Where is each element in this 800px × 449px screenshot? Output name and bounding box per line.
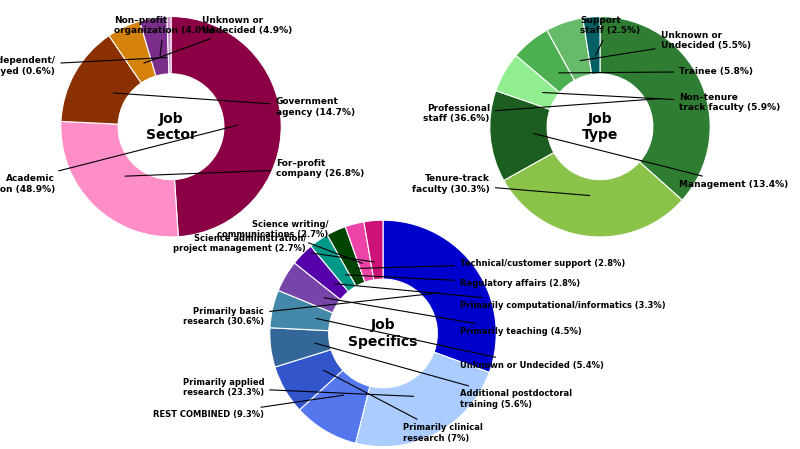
Text: Science administration/
project management (2.7%): Science administration/ project manageme…: [174, 233, 374, 262]
Wedge shape: [139, 17, 169, 76]
Wedge shape: [294, 246, 348, 299]
Text: REST COMBINED (9.3%): REST COMBINED (9.3%): [153, 395, 344, 419]
Text: For–profit
company (26.8%): For–profit company (26.8%): [125, 159, 364, 178]
Wedge shape: [496, 55, 560, 110]
Wedge shape: [582, 17, 600, 75]
Text: Regulatory affairs (2.8%): Regulatory affairs (2.8%): [346, 275, 580, 288]
Wedge shape: [346, 222, 374, 282]
Text: Science writing/
communications (2.7%): Science writing/ communications (2.7%): [218, 220, 362, 264]
Wedge shape: [171, 17, 282, 237]
Text: Job
Type: Job Type: [582, 112, 618, 142]
Text: Primarily clinical
research (7%): Primarily clinical research (7%): [324, 370, 483, 443]
Wedge shape: [275, 350, 343, 410]
Text: Primarily applied
research (23.3%): Primarily applied research (23.3%): [182, 378, 414, 397]
Text: Tenure-track
faculty (30.3%): Tenure-track faculty (30.3%): [412, 174, 590, 195]
Wedge shape: [109, 21, 156, 83]
Text: Academic
institution (48.9%): Academic institution (48.9%): [0, 125, 238, 194]
Wedge shape: [600, 17, 710, 200]
Text: Support
staff (2.5%): Support staff (2.5%): [580, 16, 640, 55]
Wedge shape: [270, 328, 331, 367]
Text: Additional postdoctoral
training (5.6%): Additional postdoctoral training (5.6%): [315, 343, 572, 409]
Wedge shape: [278, 263, 341, 313]
Wedge shape: [270, 291, 333, 331]
Text: Job
Sector: Job Sector: [146, 112, 197, 142]
Wedge shape: [61, 121, 178, 237]
Wedge shape: [299, 370, 370, 443]
Wedge shape: [504, 153, 682, 237]
Text: Unknown or
Undecided (4.9%): Unknown or Undecided (4.9%): [144, 16, 292, 63]
Wedge shape: [355, 352, 490, 447]
Text: Job
Specifics: Job Specifics: [348, 318, 418, 348]
Text: Unknown or
Undecided (5.5%): Unknown or Undecided (5.5%): [580, 31, 750, 61]
Text: Primarily teaching (4.5%): Primarily teaching (4.5%): [324, 298, 582, 336]
Text: Management (13.4%): Management (13.4%): [534, 133, 789, 189]
Text: Non–tenure
track faculty (5.9%): Non–tenure track faculty (5.9%): [542, 92, 781, 112]
Wedge shape: [167, 17, 171, 74]
Text: Independent/
self-employed (0.6%): Independent/ self-employed (0.6%): [0, 57, 167, 76]
Wedge shape: [311, 235, 356, 291]
Text: Primarily basic
research (30.6%): Primarily basic research (30.6%): [183, 293, 438, 326]
Wedge shape: [547, 18, 592, 80]
Wedge shape: [61, 35, 142, 124]
Wedge shape: [327, 227, 365, 286]
Wedge shape: [383, 220, 496, 373]
Text: Technical/customer support (2.8%): Technical/customer support (2.8%): [356, 259, 626, 269]
Text: Primarily computational/informatics (3.3%): Primarily computational/informatics (3.3…: [335, 284, 666, 310]
Text: Professional
staff (36.6%): Professional staff (36.6%): [423, 99, 661, 123]
Text: Unknown or Undecided (5.4%): Unknown or Undecided (5.4%): [316, 318, 604, 370]
Wedge shape: [490, 91, 554, 180]
Text: Government
agency (14.7%): Government agency (14.7%): [114, 93, 355, 117]
Text: Non–profit
organization (4.0%): Non–profit organization (4.0%): [114, 16, 214, 56]
Text: Trainee (5.8%): Trainee (5.8%): [559, 67, 754, 76]
Wedge shape: [364, 220, 383, 280]
Wedge shape: [516, 30, 574, 92]
